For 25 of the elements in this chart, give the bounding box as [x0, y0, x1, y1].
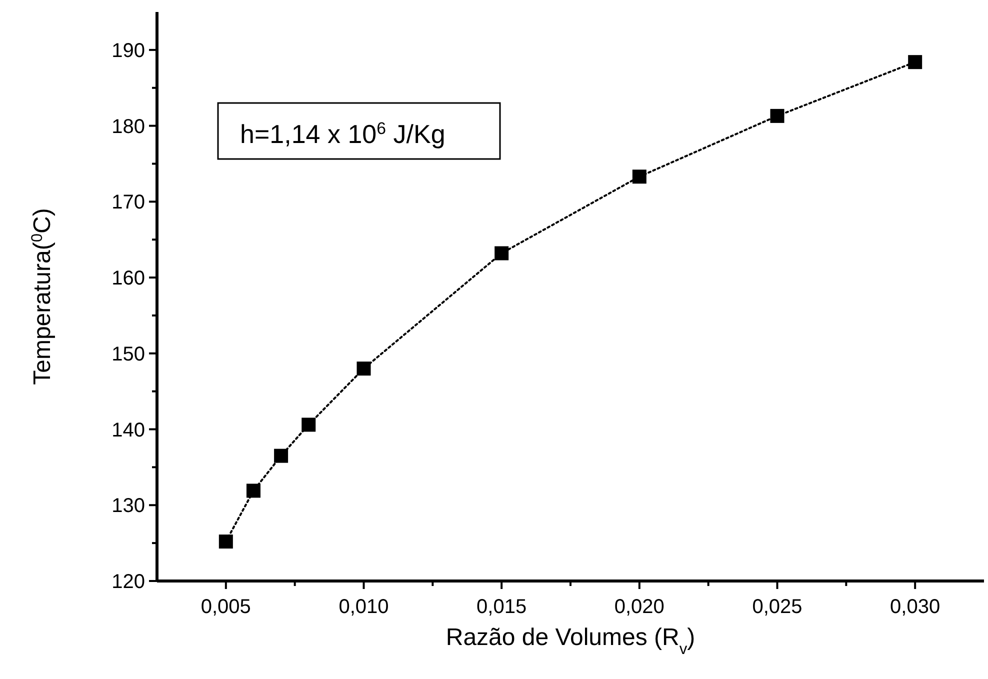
y-tick-label: 140	[112, 419, 145, 442]
x-tick-label: 0,015	[476, 596, 527, 618]
y-tick-label: 190	[112, 40, 145, 62]
point	[494, 246, 509, 260]
point	[356, 362, 371, 376]
point	[218, 534, 233, 549]
y-tick-label: 150	[112, 343, 145, 366]
y-tick-label: 160	[112, 268, 145, 290]
x-tick-label: 0,005	[200, 596, 251, 618]
point	[632, 170, 646, 184]
x-tick-label: 0,030	[890, 596, 940, 618]
y-tick-label: 170	[112, 192, 145, 214]
point	[302, 418, 316, 432]
y-tick-label: 130	[112, 495, 145, 518]
annotation: h=1,14 x 10$^{6}$ J/Kg	[240, 118, 446, 149]
x-axis-title: Razão de Volumes (R$_{v}$)	[446, 624, 696, 658]
point	[770, 108, 784, 123]
x-tick-label: 0,020	[614, 596, 664, 618]
point	[274, 448, 288, 463]
x-tick-label: 0,010	[338, 596, 389, 618]
point	[908, 55, 922, 70]
y-tick-label: 120	[112, 571, 145, 593]
y-tick-label: 180	[112, 116, 145, 138]
point	[246, 484, 260, 498]
x-tick-label: 0,025	[752, 596, 802, 618]
